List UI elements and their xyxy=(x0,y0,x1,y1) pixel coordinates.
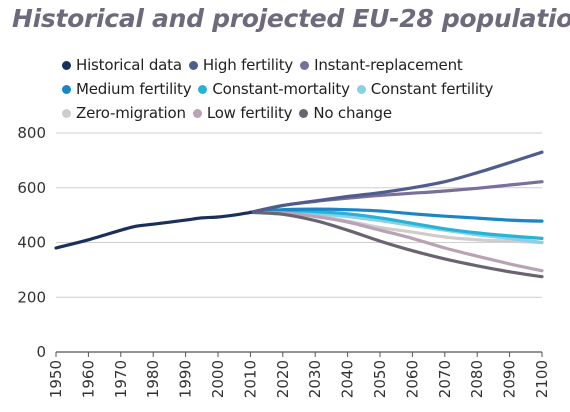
legend-label: Constant fertility xyxy=(370,80,494,98)
x-tick-label: 2090 xyxy=(501,360,519,398)
x-tick-label: 2020 xyxy=(274,360,292,398)
x-tick-label: 2100 xyxy=(533,360,551,398)
series-line-low-fertility xyxy=(248,210,544,273)
y-tick-label: 400 xyxy=(17,234,46,252)
legend-label: No change xyxy=(313,104,392,122)
x-axis: 1950 1960 1970 1980 1990 2000 2010 2020 2030 2040… xyxy=(47,352,551,398)
legend-item: Constant-mortality xyxy=(198,80,350,98)
legend-label: High fertility xyxy=(202,56,294,74)
x-tick-label: 1950 xyxy=(47,360,65,398)
y-tick-label: 800 xyxy=(17,124,46,142)
legend-item: Instant-replacement xyxy=(300,56,463,74)
grid xyxy=(56,132,542,353)
y-tick-label: 0 xyxy=(36,343,46,361)
legend-marker xyxy=(300,60,310,70)
legend-label: Historical data xyxy=(76,56,182,74)
legend-marker xyxy=(299,108,309,118)
legend-marker xyxy=(192,108,202,118)
legend-label: Medium fertility xyxy=(76,80,192,98)
legend-row: Zero-migration Low fertility No change xyxy=(62,101,562,125)
x-tick-label: 2070 xyxy=(436,360,454,398)
legend-item: Medium fertility xyxy=(62,80,192,98)
legend-marker xyxy=(62,84,71,94)
legend-marker xyxy=(62,60,71,70)
x-tick-label: 2040 xyxy=(339,360,357,398)
x-tick-label: 2060 xyxy=(403,360,421,398)
legend-item: High fertility xyxy=(188,56,294,74)
y-axis: 0 200 400 600 800 xyxy=(17,124,46,361)
legend-marker xyxy=(62,108,71,118)
chart-title: Historical and projected EU-28 populatio… xyxy=(12,4,570,33)
series-lines xyxy=(54,150,544,279)
legend-marker xyxy=(356,84,366,94)
legend-item: No change xyxy=(299,104,392,122)
series-line-high-fertility xyxy=(248,150,544,214)
legend-label: Low fertility xyxy=(206,104,293,122)
x-tick-label: 1970 xyxy=(112,360,130,398)
legend-item: Low fertility xyxy=(192,104,293,122)
legend-item: Historical data xyxy=(62,56,182,74)
legend-item: Constant fertility xyxy=(356,80,494,98)
legend-row: Medium fertility Constant-mortality Consta… xyxy=(62,77,562,101)
x-tick-label: 2030 xyxy=(306,360,324,398)
y-tick-label: 200 xyxy=(17,288,46,306)
legend-label: Constant-mortality xyxy=(212,80,350,98)
x-tick-label: 2000 xyxy=(209,360,227,398)
y-tick-label: 600 xyxy=(17,179,46,197)
legend-row: Historical data High fertility Instant-rep… xyxy=(62,53,562,77)
legend-label: Zero-migration xyxy=(76,104,186,122)
x-tick-label: 1980 xyxy=(144,360,162,398)
x-tick-label: 2010 xyxy=(241,360,259,398)
x-tick-label: 2080 xyxy=(468,360,486,398)
x-tick-label: 1990 xyxy=(177,360,195,398)
legend-marker xyxy=(198,84,208,94)
series-line-no-change xyxy=(248,210,544,279)
series-line-constant-fertility xyxy=(248,210,544,245)
chart-legend: Historical data High fertility Instant-rep… xyxy=(62,53,562,125)
x-tick-label: 1960 xyxy=(79,360,97,398)
legend-marker xyxy=(188,60,198,70)
legend-item: Zero-migration xyxy=(62,104,186,122)
x-tick-label: 2050 xyxy=(371,360,389,398)
series-line-historical-data xyxy=(54,210,252,250)
legend-label: Instant-replacement xyxy=(314,56,463,74)
series-line-medium-fertility xyxy=(248,207,544,223)
